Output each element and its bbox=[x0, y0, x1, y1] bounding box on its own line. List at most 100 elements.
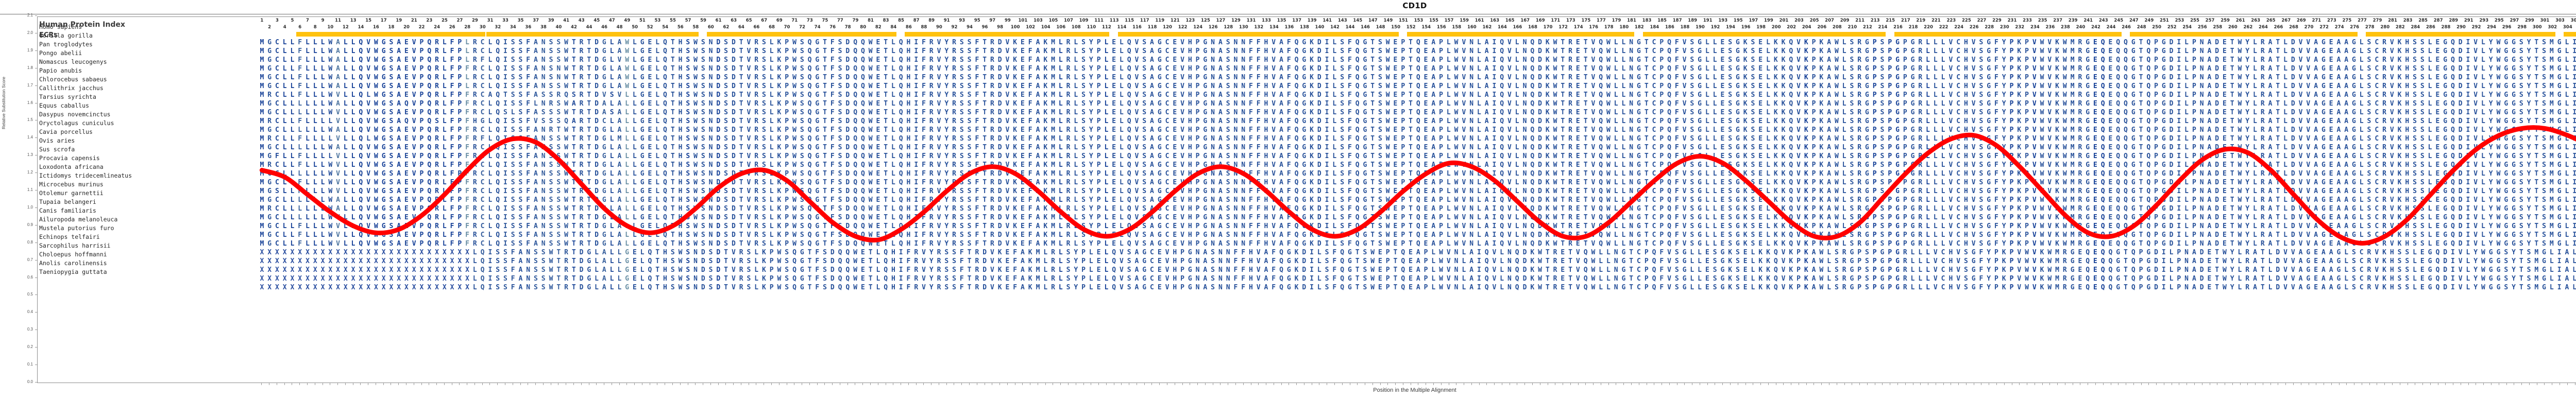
column-number: 255 bbox=[2190, 18, 2199, 23]
column-number: 101 bbox=[1018, 18, 1028, 23]
x-axis-tick-mark bbox=[2369, 383, 2370, 385]
column-number: 8 bbox=[313, 25, 317, 30]
column-number: 151 bbox=[1399, 18, 1408, 23]
column-number: 83 bbox=[883, 18, 889, 23]
ecr-segment[interactable] bbox=[2564, 32, 2576, 37]
x-axis-tick-mark bbox=[1220, 383, 1221, 385]
x-axis-tick-mark bbox=[999, 383, 1001, 385]
column-number: 34 bbox=[510, 25, 516, 30]
column-number: 300 bbox=[2532, 25, 2542, 30]
column-numbers-odd: 1 3 5 7 9 11 13 15 17 19 21 23 25 27 29 31 33 35 37 39 41 43 4… bbox=[38, 18, 2576, 25]
column-number: 234 bbox=[2030, 25, 2040, 30]
column-number: 283 bbox=[2403, 18, 2413, 23]
species-label: Choloepus hoffmanni bbox=[39, 251, 107, 258]
species-label: Gorilla gorilla bbox=[39, 32, 93, 39]
y-axis-tick-label: 0.2 bbox=[27, 344, 33, 350]
y-axis-tick-label: 0.7 bbox=[27, 257, 33, 262]
column-number: 219 bbox=[1916, 18, 1926, 23]
column-number: 211 bbox=[1855, 18, 1865, 23]
x-axis-tick-mark bbox=[1623, 383, 1624, 385]
column-number: 270 bbox=[2304, 25, 2314, 30]
x-axis-tick-mark bbox=[1243, 383, 1244, 385]
column-number: 120 bbox=[1163, 25, 1172, 30]
column-number: 212 bbox=[1863, 25, 1872, 30]
x-axis-tick-mark bbox=[2156, 383, 2157, 385]
y-axis-tick-label: 2.1 bbox=[27, 13, 33, 18]
x-axis-tick-mark bbox=[345, 383, 346, 385]
column-number: 230 bbox=[1999, 25, 2009, 30]
ecr-segment[interactable] bbox=[1118, 32, 1399, 37]
ecr-segment[interactable] bbox=[486, 32, 699, 37]
column-number: 184 bbox=[1650, 25, 1659, 30]
x-axis-tick-mark bbox=[1578, 383, 1579, 385]
column-number: 29 bbox=[472, 18, 478, 23]
ecr-segment[interactable] bbox=[1643, 32, 1886, 37]
ecr-segment[interactable] bbox=[2130, 32, 2358, 37]
column-number: 243 bbox=[2098, 18, 2108, 23]
column-number: 60 bbox=[707, 25, 714, 30]
column-number: 251 bbox=[2160, 18, 2169, 23]
column-number: 123 bbox=[1185, 18, 1195, 23]
x-axis-tick-mark bbox=[497, 383, 498, 385]
x-axis-tick-mark bbox=[398, 383, 399, 385]
ecr-segment[interactable] bbox=[2366, 32, 2555, 37]
column-number: 26 bbox=[449, 25, 455, 30]
ecr-segment[interactable] bbox=[296, 32, 486, 37]
column-number: 129 bbox=[1231, 18, 1241, 23]
species-label: Homo sapiens bbox=[39, 23, 82, 30]
y-axis-tick-label: 0.4 bbox=[27, 309, 33, 315]
column-number: 2 bbox=[268, 25, 272, 30]
y-axis-tick-mark bbox=[35, 172, 37, 174]
column-number: 155 bbox=[1429, 18, 1438, 23]
x-axis-tick-mark bbox=[1281, 383, 1282, 385]
x-axis-tick-mark bbox=[1730, 383, 1731, 385]
x-axis-tick-mark bbox=[2049, 383, 2050, 385]
column-number: 90 bbox=[936, 25, 942, 30]
column-number: 193 bbox=[1718, 18, 1728, 23]
x-axis-tick-mark bbox=[2270, 383, 2271, 385]
species-label: Ailuropoda melanoleuca bbox=[39, 216, 118, 223]
column-number: 112 bbox=[1101, 25, 1111, 30]
column-number: 295 bbox=[2494, 18, 2504, 23]
x-axis-tick-mark bbox=[1722, 383, 1723, 385]
x-axis-tick-mark bbox=[2491, 383, 2492, 385]
column-number: 156 bbox=[1436, 25, 1446, 30]
column-number: 225 bbox=[1962, 18, 1971, 23]
column-number: 250 bbox=[2152, 25, 2162, 30]
column-number: 265 bbox=[2266, 18, 2276, 23]
x-axis-tick-mark bbox=[862, 383, 863, 385]
ecr-segment[interactable] bbox=[1894, 32, 2122, 37]
column-number: 46 bbox=[601, 25, 607, 30]
x-axis-tick-mark bbox=[1083, 383, 1084, 385]
column-number: 214 bbox=[1878, 25, 1888, 30]
ecr-segment[interactable] bbox=[905, 32, 1110, 37]
ecr-segment[interactable] bbox=[1407, 32, 1635, 37]
column-number: 126 bbox=[1208, 25, 1218, 30]
column-number: 79 bbox=[852, 18, 859, 23]
column-number: 137 bbox=[1292, 18, 1301, 23]
column-number: 81 bbox=[868, 18, 874, 23]
species-label: Dasypus novemcinctus bbox=[39, 111, 111, 118]
x-axis-tick-mark bbox=[2346, 383, 2347, 385]
column-number: 136 bbox=[1284, 25, 1294, 30]
column-number: 15 bbox=[365, 18, 372, 23]
column-number: 61 bbox=[715, 18, 722, 23]
x-axis-tick-mark bbox=[482, 383, 483, 385]
column-number: 231 bbox=[2007, 18, 2017, 23]
x-axis-tick-mark bbox=[520, 383, 521, 385]
column-number: 30 bbox=[479, 25, 486, 30]
x-axis-tick-mark bbox=[1258, 383, 1259, 385]
x-axis-tick-mark bbox=[1334, 383, 1335, 385]
x-axis-tick-mark bbox=[2567, 383, 2568, 385]
column-number: 190 bbox=[1696, 25, 1705, 30]
ecr-segment[interactable] bbox=[707, 32, 896, 37]
species-label: Oryctolagus cuniculus bbox=[39, 119, 114, 127]
x-axis-tick-mark bbox=[1760, 383, 1761, 385]
column-number: 293 bbox=[2479, 18, 2489, 23]
column-number: 13 bbox=[350, 18, 357, 23]
y-axis: 0.0 0.1 0.2 0.3 0.4 0.5 0.6 0.7 0.8 0.9 1.0 1.1 1.2 1… bbox=[0, 13, 37, 385]
column-number: 140 bbox=[1315, 25, 1325, 30]
column-number: 285 bbox=[2418, 18, 2428, 23]
